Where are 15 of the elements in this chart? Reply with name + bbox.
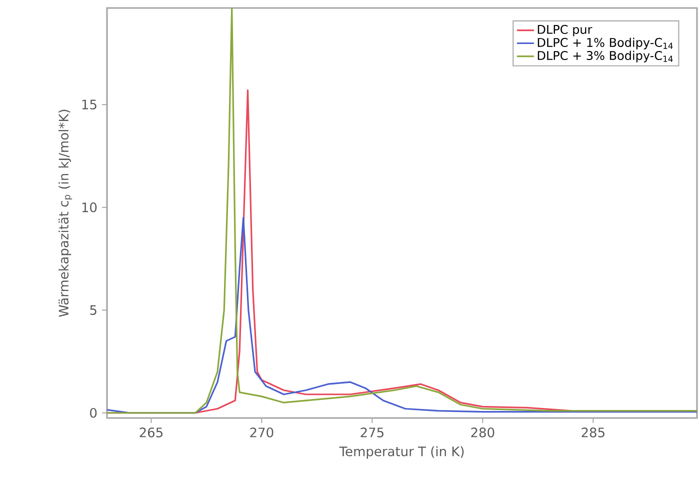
line-series [107, 216, 698, 414]
y-tick-label: 0 [90, 408, 97, 418]
x-tick-label: 270 [250, 428, 274, 438]
legend-label: DLPC + 1% Bodipy-C$_{14}$ [538, 38, 673, 50]
x-tick-label: 285 [582, 428, 604, 438]
legend-label: DLPC + 3% Bodipy-C$_{14}$ [538, 50, 673, 62]
legend-label: DLPC pur [538, 24, 592, 36]
x-axis-title: Temperatur T (in K) [339, 446, 464, 459]
y-tick-label: 15 [82, 100, 96, 110]
y-axis-title: Wärmekapazität c$_{p}$ (in kJ/mol*K) [58, 110, 72, 317]
x-tick-label: 275 [360, 428, 384, 438]
x-tick-label: 280 [471, 428, 494, 438]
x-tick-label: 265 [140, 428, 162, 438]
y-tick-label: 5 [90, 305, 96, 315]
y-tick-label: 10 [82, 202, 97, 212]
